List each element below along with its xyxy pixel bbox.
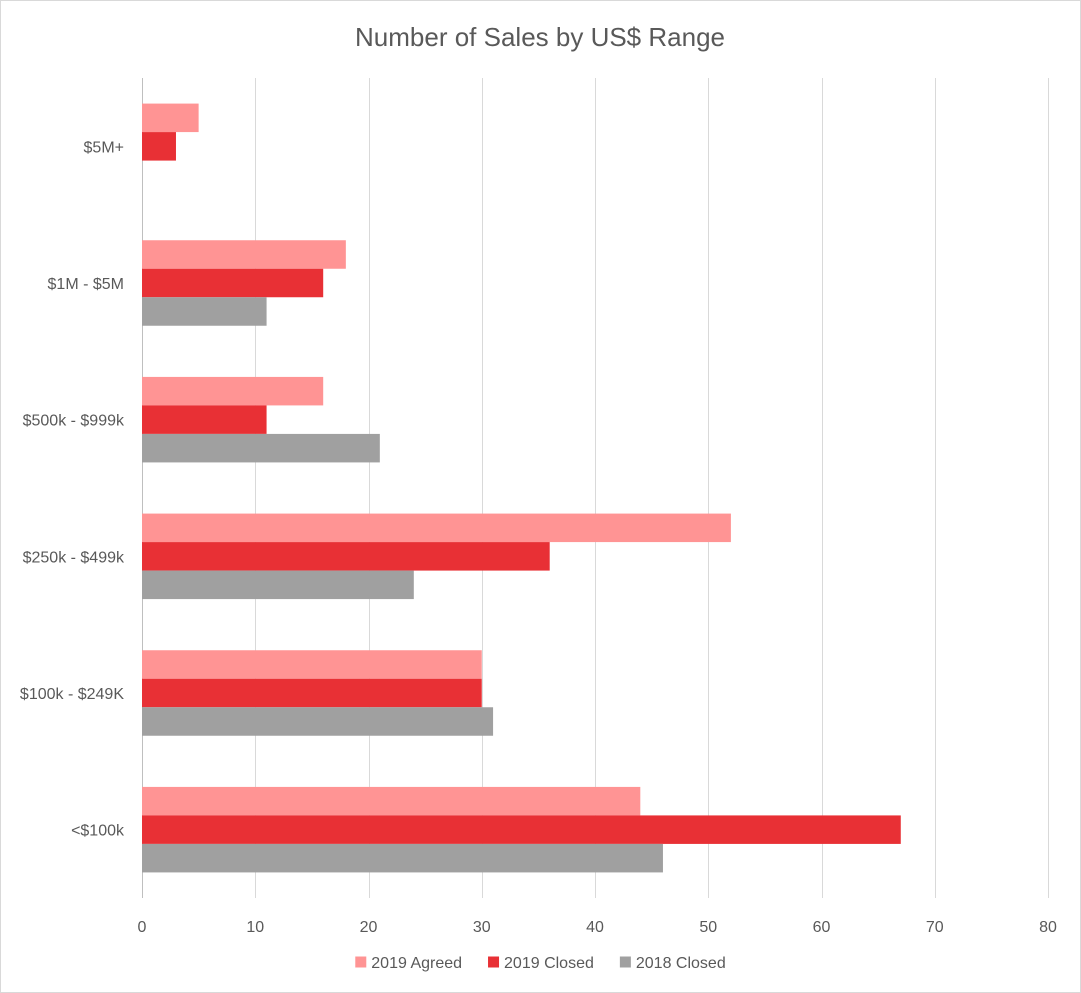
- bar-2019-closed-1: [142, 268, 324, 298]
- bar-2019-agreed-4: [142, 650, 482, 679]
- legend-swatch: [619, 956, 631, 968]
- bar-2019-closed-2: [142, 405, 267, 434]
- bars: [142, 103, 901, 873]
- bar-2018-closed-3: [142, 570, 414, 600]
- category-label: $5M+: [84, 139, 124, 156]
- category-label: <$100k: [71, 823, 125, 840]
- tick-label: 10: [246, 919, 264, 936]
- tick-label: 20: [360, 919, 378, 936]
- bar-2019-closed-0: [142, 132, 176, 161]
- tick-label: 60: [813, 919, 831, 936]
- chart-title: Number of Sales by US$ Range: [355, 22, 725, 52]
- legend-label: 2018 Closed: [636, 955, 726, 972]
- bar-2018-closed-1: [142, 297, 267, 326]
- category-label: $100k - $249K: [20, 686, 124, 703]
- legend-swatch: [355, 956, 367, 968]
- legend-label: 2019 Agreed: [371, 955, 462, 972]
- tick-label: 80: [1039, 919, 1057, 936]
- bar-2019-agreed-2: [142, 376, 324, 406]
- category-label: $500k - $999k: [23, 413, 125, 430]
- bar-2018-closed-5: [142, 843, 663, 873]
- tick-label: 30: [473, 919, 491, 936]
- category-label: $1M - $5M: [48, 276, 124, 293]
- bar-2019-agreed-0: [142, 103, 199, 133]
- legend-swatch: [488, 956, 500, 968]
- bar-2019-closed-3: [142, 542, 550, 571]
- tick-label: 40: [586, 919, 604, 936]
- bar-2019-agreed-5: [142, 786, 641, 816]
- bar-2018-closed-2: [142, 433, 380, 463]
- bar-2019-agreed-1: [142, 240, 346, 269]
- tick-label: 50: [699, 919, 717, 936]
- legend: 2019 Agreed 2019 Closed 2018 Closed: [355, 955, 726, 972]
- tick-label: 0: [138, 919, 147, 936]
- bar-2018-closed-4: [142, 707, 494, 736]
- value-axis: 0 10 20 30 40 50 60 70 80: [138, 919, 1057, 936]
- legend-label: 2019 Closed: [504, 955, 594, 972]
- category-axis: $5M+ $1M - $5M $500k - $999k $250k - $499k $…: [20, 139, 125, 839]
- bar-2019-closed-4: [142, 678, 482, 708]
- bar-2019-closed-5: [142, 815, 901, 844]
- tick-label: 70: [926, 919, 944, 936]
- bar-2019-agreed-3: [142, 513, 731, 543]
- gridlines: [142, 78, 1049, 898]
- category-label: $250k - $499k: [23, 549, 125, 566]
